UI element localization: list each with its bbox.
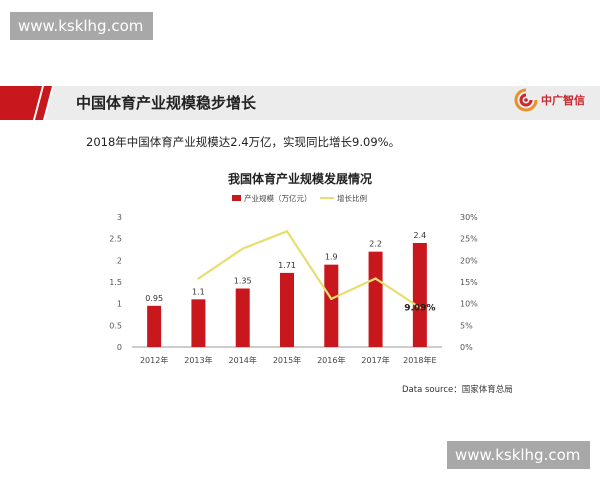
company-logo-icon <box>514 88 538 112</box>
bar <box>191 299 206 347</box>
legend-label-bar: 产业规模（万亿元） <box>244 193 312 203</box>
bar <box>412 243 427 347</box>
bar <box>324 264 339 347</box>
x-tick-label: 2014年 <box>229 355 257 365</box>
x-tick-label: 2018年E <box>403 355 436 365</box>
x-tick-label: 2016年 <box>317 355 345 365</box>
bar <box>147 305 162 347</box>
y-right-tick-label: 30% <box>460 213 478 222</box>
bar-value-label: 1.9 <box>325 253 338 262</box>
growth-point <box>418 306 422 309</box>
x-tick-label: 2017年 <box>361 355 389 365</box>
y-left-tick-label: 1 <box>117 300 122 309</box>
bar-value-label: 2.2 <box>369 240 382 249</box>
y-left-tick-label: 0 <box>117 343 122 352</box>
bar-value-label: 2.4 <box>413 231 426 240</box>
growth-point <box>285 230 289 233</box>
data-source: Data source：国家体育总局 <box>402 385 513 395</box>
y-right-tick-label: 5% <box>460 321 473 330</box>
growth-point <box>374 277 377 280</box>
y-right-tick-label: 15% <box>460 278 478 287</box>
y-left-tick-label: 0.5 <box>109 321 122 330</box>
y-left-tick-label: 2 <box>117 256 122 265</box>
bar <box>235 288 250 347</box>
bar-value-label: 1.35 <box>234 277 252 286</box>
bar <box>368 251 383 347</box>
watermark-bottom: www.ksklhg.com <box>447 441 590 469</box>
bar-value-label: 0.95 <box>145 294 163 303</box>
bar <box>280 272 294 347</box>
growth-point <box>197 277 200 280</box>
y-right-tick-label: 25% <box>460 235 478 244</box>
growth-point <box>330 297 333 301</box>
y-right-tick-label: 20% <box>460 256 478 265</box>
y-left-tick-label: 2.5 <box>109 235 122 244</box>
watermark-top: www.ksklhg.com <box>10 12 153 40</box>
y-left-tick-label: 1.5 <box>109 278 122 287</box>
bar-value-label: 1.71 <box>278 261 296 270</box>
x-tick-label: 2015年 <box>273 355 301 365</box>
header-bar <box>0 86 600 120</box>
page-title: 中国体育产业规模稳步增长 <box>76 94 257 112</box>
x-tick-label: 2013年 <box>184 355 212 365</box>
company-logo-text: 中广智信 <box>541 94 585 107</box>
growth-line <box>197 230 421 309</box>
subtitle: 2018年中国体育产业规模达2.4万亿，实现同比增长9.09%。 <box>86 135 401 149</box>
legend-label-line: 增长比例 <box>337 193 367 203</box>
y-left-tick-label: 3 <box>117 213 122 222</box>
growth-point <box>241 247 244 250</box>
legend-swatch-bar <box>232 195 241 201</box>
chart-title: 我国体育产业规模发展情况 <box>228 172 373 186</box>
y-right-tick-label: 0% <box>460 343 473 352</box>
growth-value-label: 9.09% <box>404 304 435 314</box>
x-tick-label: 2012年 <box>140 355 168 365</box>
bar-value-label: 1.1 <box>192 287 205 296</box>
y-right-tick-label: 10% <box>460 300 478 309</box>
